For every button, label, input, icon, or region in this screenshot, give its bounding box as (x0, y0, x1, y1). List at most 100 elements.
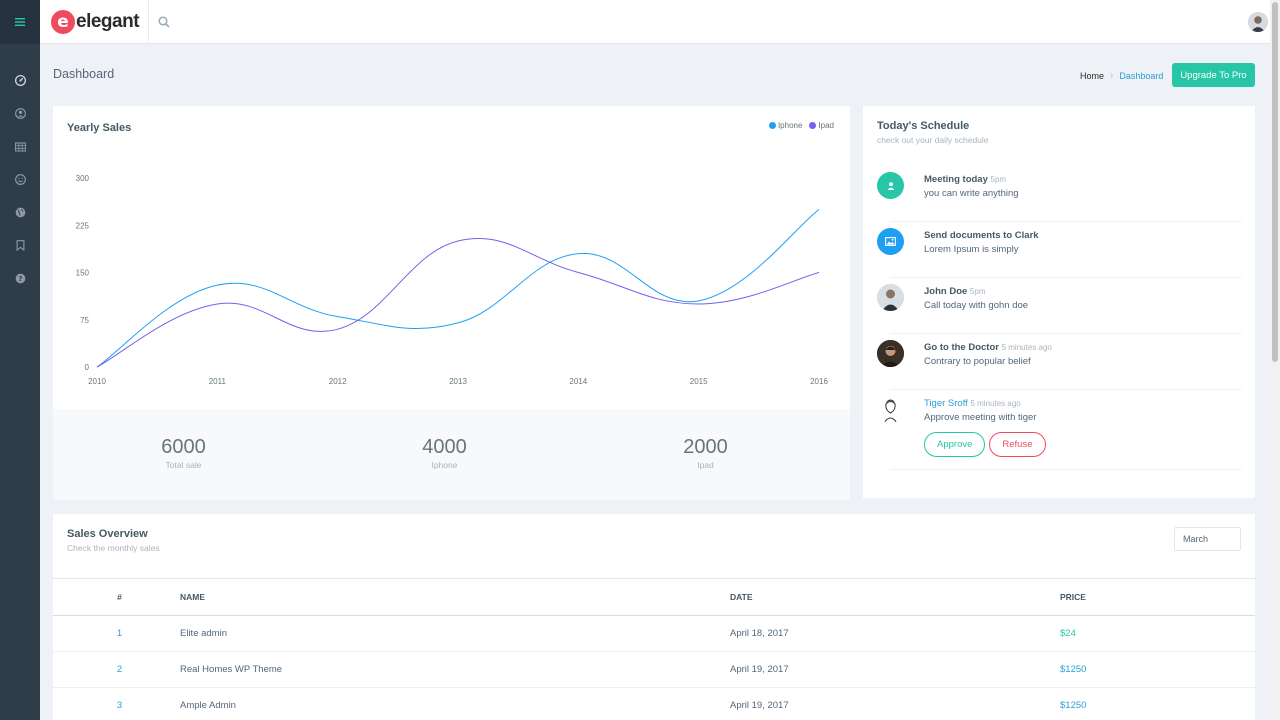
stat-value: 2000 (683, 436, 728, 458)
page-scrollbar[interactable] (1270, 0, 1280, 720)
globe-icon (15, 207, 25, 218)
y-tick-label: 225 (76, 221, 90, 230)
brand-logo[interactable]: e elegant (40, 0, 149, 44)
schedule-item-time: 5 minutes ago (970, 399, 1021, 408)
sales-overview-subtitle: Check the monthly sales (67, 543, 160, 553)
help-icon: ? (15, 273, 25, 284)
schedule-item-title: John Doe (924, 286, 968, 297)
avatar (877, 396, 904, 423)
schedule-item-title: Go to the Doctor (924, 342, 999, 353)
topbar: e elegant (40, 0, 1270, 44)
row-name: Elite admin (180, 628, 227, 639)
column-header-price: PRICE (1060, 592, 1086, 602)
approve-button[interactable]: Approve (924, 432, 986, 457)
x-tick-label: 2015 (690, 377, 708, 386)
row-name: Ample Admin (180, 700, 236, 711)
chevron-right-icon: › (1110, 70, 1114, 81)
table-row[interactable]: 1 Elite admin April 18, 2017 $24 (53, 616, 1255, 652)
user-avatar[interactable] (1248, 12, 1268, 32)
stat-label: Iphone (431, 460, 458, 470)
row-number: 1 (116, 628, 123, 639)
schedule-list: Meeting today 5pm you can write anything… (877, 166, 1242, 470)
sidebar-item-dashboard[interactable] (0, 64, 40, 97)
breadcrumb-home-link[interactable]: Home (1080, 70, 1105, 81)
dashboard-icon (14, 75, 26, 86)
table-icon (14, 141, 26, 152)
stat-label: Ipad (697, 460, 714, 470)
stats-row: 6000 Total sale 4000 Iphone 2000 Ipad (53, 409, 850, 500)
y-tick-label: 75 (80, 316, 89, 325)
schedule-item-time: 5 minutes ago (1001, 343, 1052, 352)
schedule-item-desc: Contrary to popular belief (924, 356, 1031, 367)
sidebar-item-profile[interactable] (0, 97, 40, 130)
column-header-date: DATE (730, 592, 753, 602)
sales-overview-card: Sales Overview Check the monthly sales M… (53, 514, 1255, 720)
sidebar-item-globe[interactable] (0, 196, 40, 229)
x-tick-label: 2010 (88, 377, 106, 386)
sidebar-item-bookmark[interactable] (0, 229, 40, 262)
x-tick-label: 2011 (209, 377, 227, 386)
series-line-ipad (96, 238, 820, 368)
search-icon (158, 16, 170, 28)
yearly-sales-chart: 0 75 150 225 300 2010 2011 2012 2013 2014 2015 2016 (76, 174, 829, 386)
stat-value: 4000 (422, 436, 467, 458)
month-select[interactable]: March (1174, 527, 1241, 551)
schedule-item-title: Meeting today (924, 174, 988, 185)
row-number: 3 (116, 700, 123, 711)
sales-table: # NAME DATE PRICE 1 Elite admin April 18… (53, 578, 1255, 720)
sidebar: ? (0, 0, 40, 720)
stat-total-sale: 6000 Total sale (53, 409, 314, 500)
row-price: $24 (1060, 628, 1076, 639)
stat-value: 6000 (161, 436, 206, 458)
row-date: April 19, 2017 (730, 664, 789, 675)
breadcrumb: Home › Dashboard (1080, 70, 1163, 81)
schedule-item: Tiger Sroff 5 minutes ago Approve meetin… (877, 390, 1242, 470)
table-row[interactable]: 2 Real Homes WP Theme April 19, 2017 $12… (53, 652, 1255, 688)
schedule-item-desc: you can write anything (924, 188, 1019, 199)
sidebar-item-help[interactable]: ? (0, 262, 40, 295)
schedule-item: Go to the Doctor 5 minutes ago Contrary … (877, 334, 1242, 390)
image-icon (877, 228, 904, 255)
avatar (877, 340, 904, 367)
table-header-row: # NAME DATE PRICE (53, 579, 1255, 616)
logo-text: elegant (76, 11, 140, 32)
schedule-item-time: 5pm (969, 287, 986, 296)
series-line-iphone (96, 209, 820, 368)
sidebar-item-emoji[interactable] (0, 163, 40, 196)
menu-toggle-button[interactable] (0, 0, 40, 44)
column-header-name: NAME (180, 592, 206, 602)
yearly-sales-card: Yearly Sales Iphone Ipad 0 75 150 225 300 201… (53, 106, 850, 500)
x-tick-label: 2016 (810, 377, 828, 386)
sales-overview-title: Sales Overview (67, 528, 148, 540)
page-title: Dashboard (53, 67, 115, 81)
row-name: Real Homes WP Theme (180, 664, 283, 675)
breadcrumb-current: Dashboard (1119, 70, 1164, 81)
chart-legend: Iphone Ipad (768, 121, 834, 130)
menu-icon (15, 18, 25, 26)
row-date: April 19, 2017 (730, 700, 789, 711)
schedule-item-title: Send documents to Clark (924, 230, 1039, 241)
stat-label: Total sale (165, 460, 202, 470)
row-price: $1250 (1060, 664, 1087, 675)
schedule-item-desc: Lorem Ipsum is simply (924, 244, 1019, 255)
y-tick-label: 0 (85, 363, 90, 372)
search-button[interactable] (158, 15, 170, 33)
legend-item-ipad: Ipad (809, 121, 834, 130)
sidebar-item-table[interactable] (0, 130, 40, 163)
row-date: April 18, 2017 (730, 628, 789, 639)
table-row[interactable]: 3 Ample Admin April 19, 2017 $1250 (53, 688, 1255, 720)
schedule-item-desc: Call today with gohn doe (924, 300, 1029, 311)
row-number: 2 (116, 664, 123, 675)
x-tick-label: 2014 (569, 377, 587, 386)
scrollbar-thumb[interactable] (1272, 2, 1278, 362)
refuse-button[interactable]: Refuse (989, 432, 1046, 457)
schedule-item-time: 5pm (990, 175, 1007, 184)
column-header-number: # (117, 592, 122, 602)
user-icon (14, 108, 26, 119)
user-icon (877, 172, 904, 199)
stat-iphone: 4000 Iphone (314, 409, 575, 500)
upgrade-button[interactable]: Upgrade To Pro (1172, 63, 1255, 87)
schedule-card: Today's Schedule check out your daily sc… (863, 106, 1255, 498)
schedule-item-desc: Approve meeting with tiger (924, 412, 1037, 423)
schedule-item-title-link[interactable]: Tiger Sroff (924, 398, 968, 409)
